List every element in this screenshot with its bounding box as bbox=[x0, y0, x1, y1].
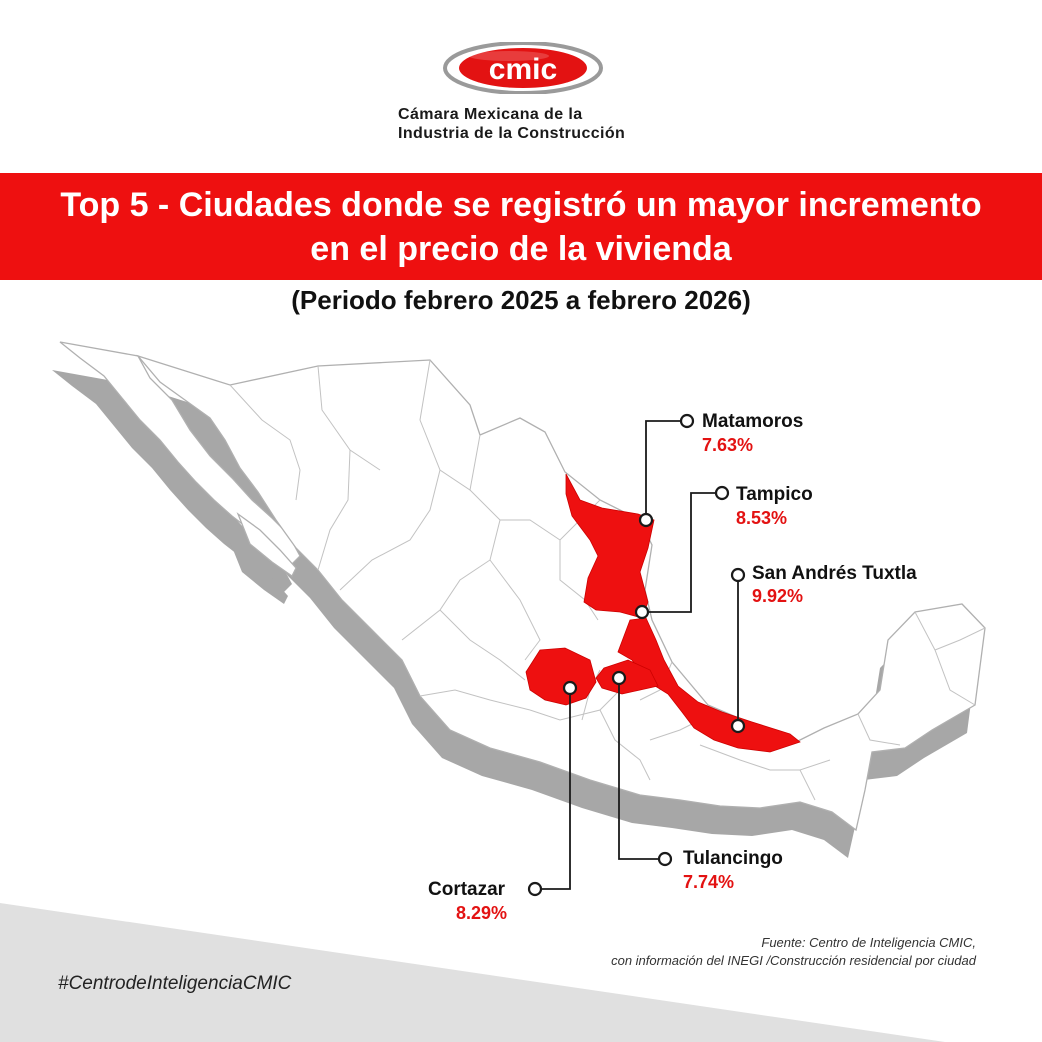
marker-tulancingo bbox=[611, 670, 627, 686]
leader-line-matamoros bbox=[645, 420, 680, 520]
page-subtitle: (Periodo febrero 2025 a febrero 2026) bbox=[291, 285, 751, 315]
source-note: Fuente: Centro de Inteligencia CMIC, con… bbox=[611, 934, 976, 970]
city-name-san-andres-tuxtla: San Andrés Tuxtla bbox=[752, 563, 917, 584]
label-dot-cortazar bbox=[527, 881, 543, 897]
label-dot-matamoros bbox=[679, 413, 695, 429]
label-dot-tulancingo bbox=[657, 851, 673, 867]
page-title: Top 5 - Ciudades donde se registró un ma… bbox=[60, 185, 982, 268]
marker-san-andres-tuxtla bbox=[730, 718, 746, 734]
city-value-san-andres-tuxtla: 9.92% bbox=[752, 586, 804, 606]
leader-line-cortazar bbox=[542, 688, 571, 890]
city-name-matamoros: Matamoros bbox=[702, 411, 804, 432]
city-value-matamoros: 7.63% bbox=[702, 435, 754, 455]
cmic-logo: cmic bbox=[443, 42, 603, 94]
leader-lines bbox=[542, 420, 739, 890]
source-line-2: con información del INEGI /Construcción … bbox=[611, 953, 976, 968]
organization-name-line1: Cámara Mexicana de la bbox=[398, 106, 583, 123]
organization-name-line2: Industria de la Construcción bbox=[398, 125, 626, 142]
marker-tampico bbox=[634, 604, 650, 620]
city-name-cortazar: Cortazar bbox=[428, 879, 506, 900]
city-value-tampico: 8.53% bbox=[736, 508, 788, 528]
city-value-cortazar: 8.29% bbox=[456, 903, 508, 923]
leader-line-tulancingo bbox=[618, 678, 658, 860]
city-value-tulancingo: 7.74% bbox=[683, 872, 735, 892]
label-dot-tampico bbox=[714, 485, 730, 501]
svg-text:cmic: cmic bbox=[489, 53, 557, 86]
label-dot-san-andres-tuxtla bbox=[730, 567, 746, 583]
source-line-1: Fuente: Centro de Inteligencia CMIC, bbox=[761, 935, 976, 950]
leader-line-tampico bbox=[642, 492, 715, 613]
guanajuato-region bbox=[525, 647, 597, 706]
highlighted-states bbox=[525, 473, 801, 753]
city-name-tampico: Tampico bbox=[736, 484, 813, 505]
marker-cortazar bbox=[562, 680, 578, 696]
marker-matamoros bbox=[638, 512, 654, 528]
hashtag: #CentrodeInteligenciaCMIC bbox=[58, 973, 292, 994]
city-markers bbox=[527, 413, 746, 897]
title-banner: Top 5 - Ciudades donde se registró un ma… bbox=[0, 173, 1042, 280]
city-name-tulancingo: Tulancingo bbox=[683, 848, 783, 869]
tamaulipas-region bbox=[565, 473, 655, 619]
hidalgo-region bbox=[595, 659, 659, 695]
organization-name: Cámara Mexicana de la Industria de la Co… bbox=[398, 105, 658, 143]
